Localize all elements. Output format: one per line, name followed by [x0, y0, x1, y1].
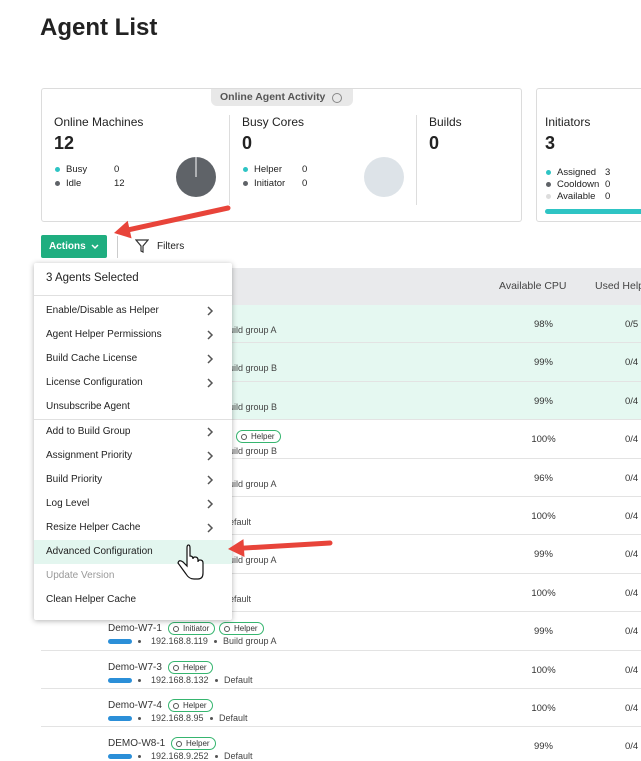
arrow-shaft	[244, 543, 330, 548]
arrow-shaft	[130, 208, 228, 230]
hand-cursor	[178, 545, 203, 579]
arrow-head	[114, 221, 132, 239]
arrow-head	[228, 539, 245, 557]
